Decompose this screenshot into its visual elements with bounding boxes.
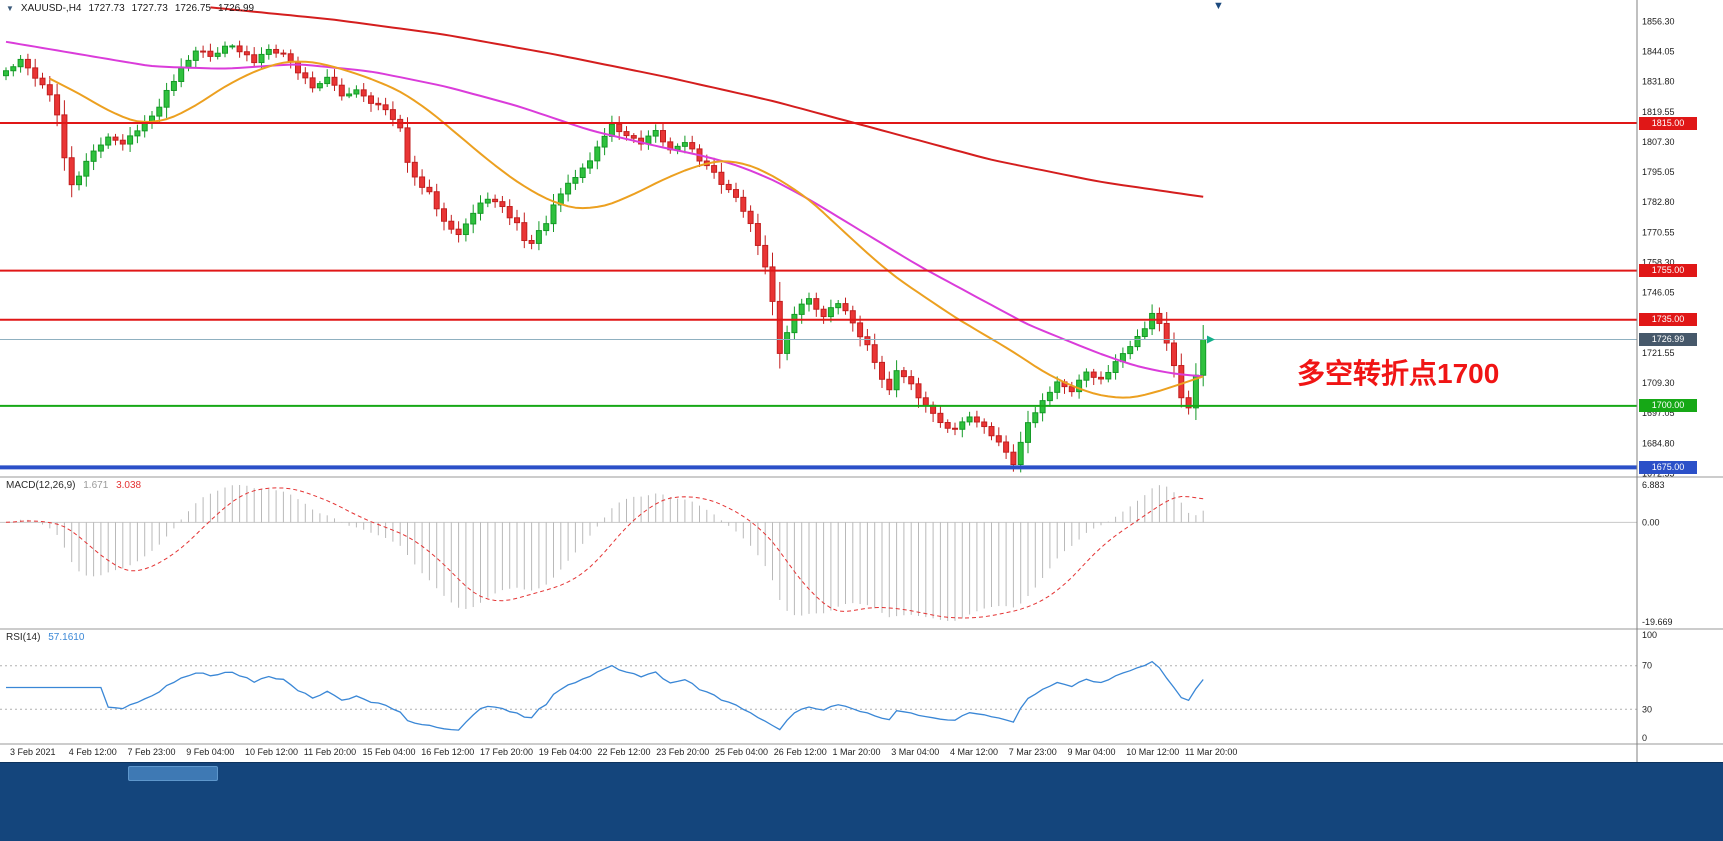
svg-text:1819.55: 1819.55 [1642,107,1675,117]
macd-signal-line [5,487,1204,619]
svg-text:1697.05: 1697.05 [1642,408,1675,418]
price-scale[interactable]: 1856.30 1844.05 1831.80 1819.55 1807.30 1795.… [1642,16,1675,478]
svg-text:19 Feb 04:00: 19 Feb 04:00 [539,747,592,757]
symbol-period-label: XAUUSD-,H4 [20,3,82,14]
svg-text:1831.80: 1831.80 [1642,77,1675,87]
svg-text:3 Mar 04:00: 3 Mar 04:00 [891,747,939,757]
svg-text:0.00: 0.00 [1642,517,1660,527]
svg-text:1746.05: 1746.05 [1642,288,1675,298]
svg-text:1 Mar 20:00: 1 Mar 20:00 [833,747,881,757]
svg-text:1758.30: 1758.30 [1642,257,1675,267]
ma-mid-magenta[interactable] [5,40,1204,378]
taskbar [0,762,1723,841]
svg-text:1709.30: 1709.30 [1642,378,1675,388]
ma-fast-orange[interactable] [49,60,1204,399]
svg-text:7 Mar 23:00: 7 Mar 23:00 [1009,747,1057,757]
svg-text:-19.669: -19.669 [1642,617,1673,627]
time-axis[interactable]: 3 Feb 2021 4 Feb 12:00 7 Feb 23:00 9 Feb 04… [10,747,1237,757]
candlesticks [3,40,1207,473]
rsi-label: RSI(14) 57.1610 [6,632,84,643]
svg-text:4 Mar 12:00: 4 Mar 12:00 [950,747,998,757]
rsi-name: RSI(14) [6,632,41,643]
svg-text:9 Feb 04:00: 9 Feb 04:00 [186,747,234,757]
rsi-value: 57.1610 [48,632,85,643]
svg-text:16 Feb 12:00: 16 Feb 12:00 [421,747,474,757]
svg-text:1782.80: 1782.80 [1642,197,1675,207]
macd-histogram [12,485,1204,621]
macd-label: MACD(12,26,9) 1.671 3.038 [6,480,141,491]
ohlc-header: ▼ XAUUSD-,H4 1727.73 1727.73 1726.75 172… [6,3,254,14]
svg-text:4 Feb 12:00: 4 Feb 12:00 [69,747,117,757]
last-price-arrow-icon [1207,335,1215,344]
svg-text:3 Feb 2021: 3 Feb 2021 [10,747,56,757]
svg-text:1733.80: 1733.80 [1642,318,1675,328]
quote-open: 1727.73 [88,3,125,14]
svg-text:1770.55: 1770.55 [1642,227,1675,237]
svg-text:26 Feb 12:00: 26 Feb 12:00 [774,747,827,757]
chart-shift-marker-icon[interactable]: ▼ [1213,0,1224,12]
taskbar-app-button[interactable] [128,766,218,781]
quote-low: 1726.75 [174,3,211,14]
macd-signal-value: 3.038 [116,480,142,491]
svg-text:1684.80: 1684.80 [1642,438,1675,448]
svg-text:10 Mar 12:00: 10 Mar 12:00 [1126,747,1179,757]
svg-text:1856.30: 1856.30 [1642,16,1675,26]
svg-text:1795.05: 1795.05 [1642,167,1675,177]
quote-high: 1727.73 [131,3,168,14]
svg-text:6.883: 6.883 [1642,480,1665,490]
svg-text:0: 0 [1642,733,1647,743]
rsi-line [6,660,1204,731]
macd-main-value: 1.671 [83,480,109,491]
svg-text:11 Feb 20:00: 11 Feb 20:00 [304,747,356,757]
chart-canvas[interactable]: 1856.30 1844.05 1831.80 1819.55 1807.30 1795.… [0,0,1723,762]
rsi-scale: 100 70 30 0 [1642,630,1657,743]
svg-text:1844.05: 1844.05 [1642,47,1675,57]
svg-text:15 Feb 04:00: 15 Feb 04:00 [363,747,416,757]
svg-text:22 Feb 12:00: 22 Feb 12:00 [598,747,651,757]
svg-text:17 Feb 20:00: 17 Feb 20:00 [480,747,533,757]
svg-text:11 Mar 20:00: 11 Mar 20:00 [1185,747,1237,757]
svg-text:1807.30: 1807.30 [1642,137,1675,147]
symbol-dropdown-icon[interactable]: ▼ [6,4,14,13]
macd-scale: 6.883 0.00 -19.669 [1642,480,1673,627]
svg-text:7 Feb 23:00: 7 Feb 23:00 [128,747,176,757]
svg-text:9 Mar 04:00: 9 Mar 04:00 [1068,747,1116,757]
svg-text:10 Feb 12:00: 10 Feb 12:00 [245,747,298,757]
svg-text:30: 30 [1642,704,1652,714]
svg-text:25 Feb 04:00: 25 Feb 04:00 [715,747,768,757]
svg-text:1721.55: 1721.55 [1642,348,1675,358]
svg-text:23 Feb 20:00: 23 Feb 20:00 [656,747,709,757]
svg-text:70: 70 [1642,661,1652,671]
svg-text:100: 100 [1642,630,1657,640]
annotation-text[interactable]: 多空转折点1700 [1297,358,1500,389]
macd-name: MACD(12,26,9) [6,480,76,491]
quote-close: 1726.99 [217,3,255,14]
ma-slow-red[interactable] [210,6,1204,198]
